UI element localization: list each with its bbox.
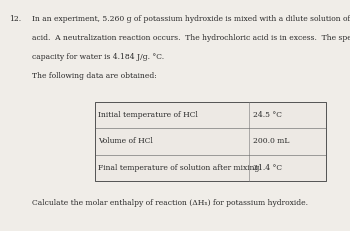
Text: 24.5 °C: 24.5 °C: [253, 111, 282, 119]
Text: Volume of HCl: Volume of HCl: [98, 137, 153, 146]
Bar: [94, 102, 326, 128]
Text: Initial temperature of HCl: Initial temperature of HCl: [98, 111, 198, 119]
Text: acid.  A neutralization reaction occurs.  The hydrochloric acid is in excess.  T: acid. A neutralization reaction occurs. …: [32, 34, 350, 42]
Text: 31.4 °C: 31.4 °C: [253, 164, 282, 172]
Text: In an experiment, 5.260 g of potassium hydroxide is mixed with a dilute solution: In an experiment, 5.260 g of potassium h…: [32, 15, 350, 23]
Text: Final temperature of solution after mixing: Final temperature of solution after mixi…: [98, 164, 259, 172]
Text: The following data are obtained:: The following data are obtained:: [32, 72, 156, 80]
Text: 12.: 12.: [9, 15, 21, 23]
Text: Calculate the molar enthalpy of reaction (ΔHₙ) for potassium hydroxide.: Calculate the molar enthalpy of reaction…: [32, 199, 308, 207]
Text: 200.0 mL: 200.0 mL: [253, 137, 289, 146]
Bar: [94, 155, 326, 181]
Bar: [94, 102, 326, 181]
Bar: [94, 128, 326, 155]
Text: capacity for water is 4.184 J/g. °C.: capacity for water is 4.184 J/g. °C.: [32, 53, 164, 61]
